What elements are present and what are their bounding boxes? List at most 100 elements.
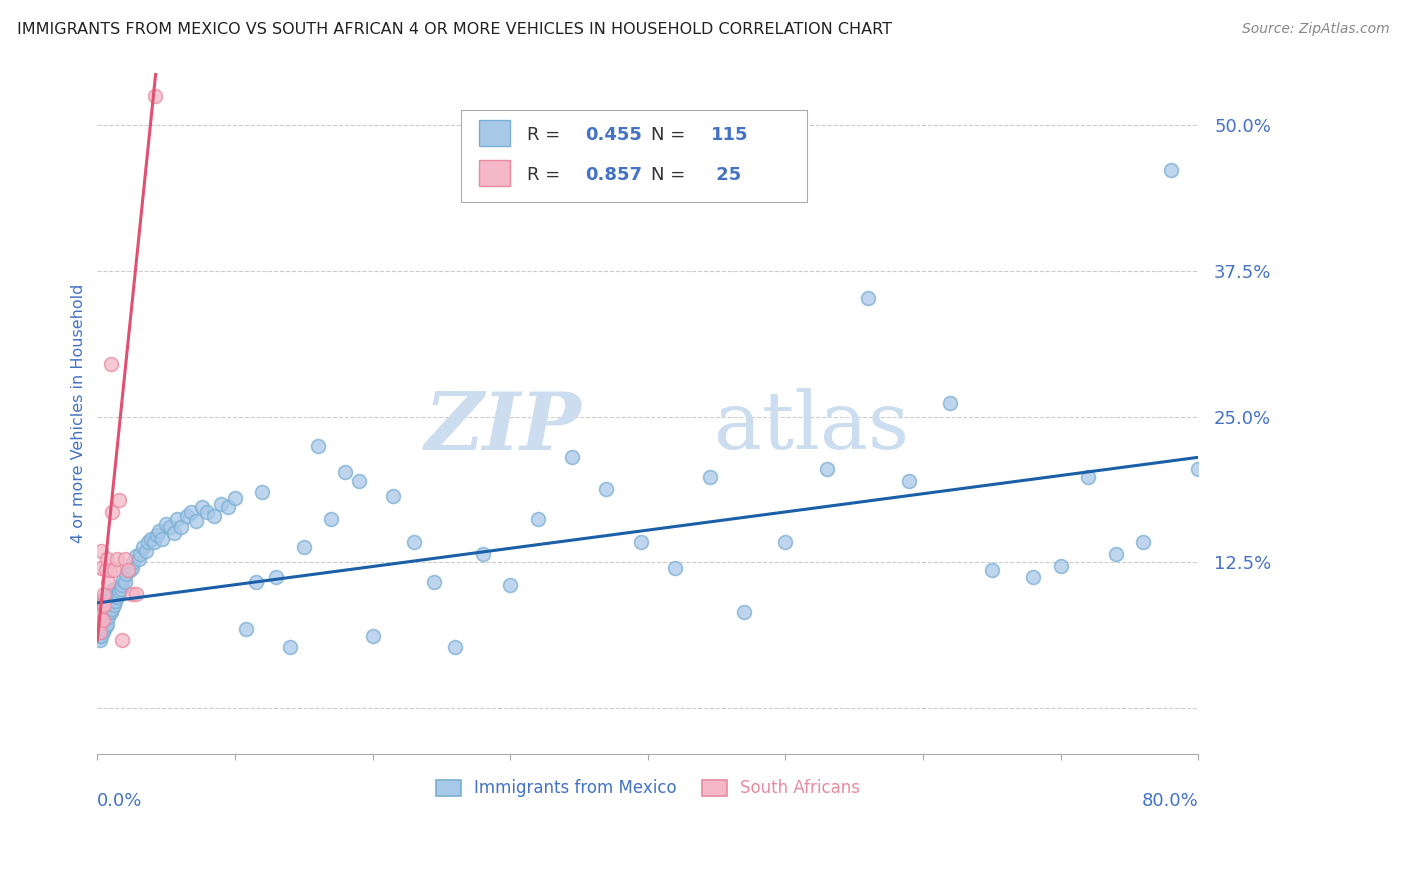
Point [96,593,118,607]
Point [105,551,128,566]
Point [197,505,219,519]
Point [1160,162,1182,177]
Point [499,578,522,592]
FancyBboxPatch shape [461,111,807,202]
Point [209,497,232,511]
Point [1049,558,1071,573]
Point [91,625,114,640]
Point [114,574,136,589]
Point [94,599,117,613]
Point [129,547,152,561]
Text: 115: 115 [710,126,748,144]
Point [132,540,155,554]
Point [245,574,267,589]
Point [87,616,110,631]
Point [134,543,156,558]
Point [91,599,114,613]
Point [252,485,274,500]
Point [89,593,111,607]
Point [105,590,128,604]
Point [94,619,117,633]
Point [91,607,114,622]
Point [980,563,1002,577]
Point [856,291,879,305]
Point [278,640,301,655]
Point [101,505,124,519]
Point [111,578,134,592]
Text: N =: N = [651,166,692,184]
Point [170,520,193,534]
Point [145,528,167,542]
Text: atlas: atlas [714,388,908,467]
Point [191,500,214,515]
Point [382,489,405,503]
Point [122,555,145,569]
Point [176,508,198,523]
Point [103,563,125,577]
Point [103,582,125,596]
Point [90,616,112,631]
Point [101,601,124,615]
Point [150,532,173,546]
Point [139,532,162,546]
Point [91,599,114,613]
Point [444,640,467,655]
Point [93,593,115,607]
Point [98,563,121,577]
Point [100,357,122,371]
Point [264,570,287,584]
Point [561,450,583,465]
Point [89,599,111,613]
Text: ZIP: ZIP [425,389,582,466]
Point [90,561,112,575]
Text: 0.455: 0.455 [585,126,643,144]
Point [98,590,121,604]
Point [110,582,132,596]
Point [235,622,257,636]
Point [186,515,208,529]
Point [87,610,110,624]
Text: 25: 25 [710,166,742,184]
Point [90,543,112,558]
Point [100,605,122,619]
Point [112,573,135,587]
Point [1077,470,1099,484]
Point [91,613,114,627]
Point [93,613,115,627]
Point [121,586,143,600]
Point [121,561,143,575]
Point [90,599,112,613]
Point [125,586,148,600]
Point [402,535,425,549]
Point [361,628,384,642]
Point [202,508,225,523]
Point [898,474,921,488]
Point [166,512,188,526]
Point [94,563,117,577]
Point [142,535,165,549]
Point [89,605,111,619]
Point [101,584,124,599]
Point [117,563,139,577]
Point [89,628,111,642]
Point [155,516,177,531]
Point [699,470,721,484]
Point [128,551,150,566]
Point [97,574,120,589]
Point [96,551,118,566]
Point [1187,462,1209,476]
Point [224,491,246,505]
Point [347,474,370,488]
Point [595,482,617,496]
Point [664,561,686,575]
Point [1022,570,1045,584]
Point [163,526,186,541]
Legend: Immigrants from Mexico, South Africans: Immigrants from Mexico, South Africans [429,772,866,804]
Text: IMMIGRANTS FROM MEXICO VS SOUTH AFRICAN 4 OR MORE VEHICLES IN HOUSEHOLD CORRELAT: IMMIGRANTS FROM MEXICO VS SOUTH AFRICAN … [17,22,891,37]
Text: N =: N = [651,126,692,144]
Point [98,605,121,619]
Point [114,551,136,566]
Point [120,563,142,577]
Point [180,505,202,519]
Point [89,613,111,627]
